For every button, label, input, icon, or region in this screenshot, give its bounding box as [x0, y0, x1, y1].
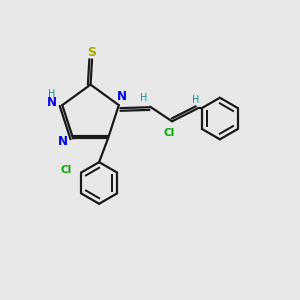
Text: N: N [58, 135, 68, 148]
Text: H: H [140, 93, 148, 103]
Text: Cl: Cl [164, 128, 175, 138]
Text: Cl: Cl [60, 165, 71, 175]
Text: H: H [192, 95, 200, 105]
Text: H: H [48, 89, 56, 99]
Text: N: N [47, 96, 57, 109]
Text: N: N [117, 90, 127, 103]
Text: S: S [88, 46, 97, 59]
